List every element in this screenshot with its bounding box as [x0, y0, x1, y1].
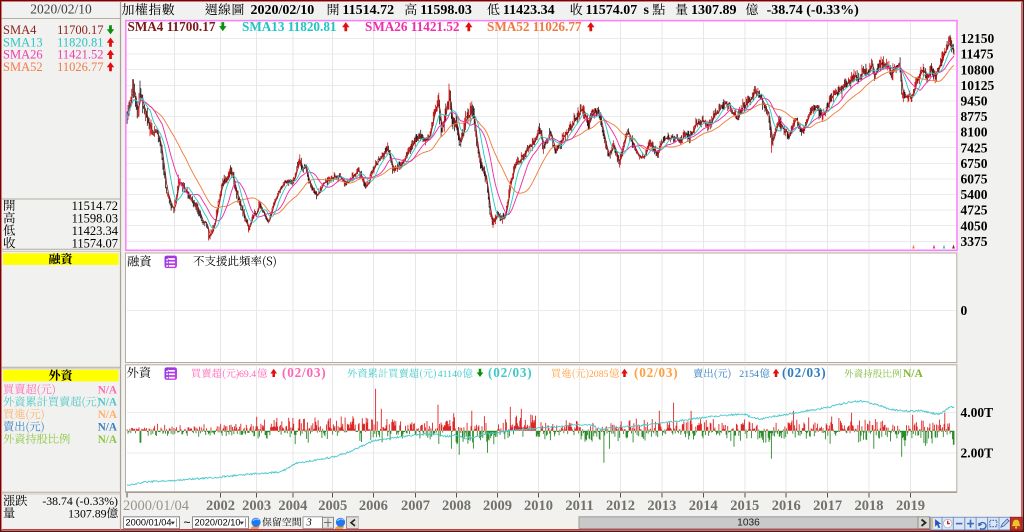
svg-text:2010: 2010 — [524, 498, 553, 514]
svg-text:SMA13: SMA13 — [3, 35, 43, 49]
svg-text:11514.72: 11514.72 — [72, 199, 118, 213]
svg-text:1036: 1036 — [737, 518, 760, 529]
svg-text:11700.17: 11700.17 — [57, 23, 103, 37]
svg-text:1307.89: 1307.89 — [691, 3, 737, 18]
svg-text:-38.74 (-0.33%): -38.74 (-0.33%) — [767, 3, 859, 18]
svg-text:2019: 2019 — [896, 498, 925, 514]
svg-text:N/A: N/A — [98, 422, 117, 434]
svg-text:SMA26: SMA26 — [3, 48, 43, 62]
svg-text:11475: 11475 — [961, 47, 994, 62]
svg-text:2015: 2015 — [730, 498, 759, 514]
svg-text:4050: 4050 — [961, 218, 988, 233]
svg-text:2002: 2002 — [206, 498, 235, 514]
svg-text:3: 3 — [306, 518, 312, 529]
svg-text:11598.03: 11598.03 — [420, 3, 472, 18]
svg-text:N/A: N/A — [98, 434, 117, 446]
svg-text:N/A: N/A — [903, 368, 924, 380]
svg-text:2007: 2007 — [401, 498, 430, 514]
svg-text:8775: 8775 — [961, 109, 988, 124]
svg-text:N/A: N/A — [98, 397, 117, 409]
svg-text:N/A: N/A — [98, 409, 117, 421]
svg-text:2017: 2017 — [813, 498, 842, 514]
svg-text:8100: 8100 — [961, 125, 988, 140]
svg-text:11421.52: 11421.52 — [57, 48, 103, 62]
svg-text:2020/02/10: 2020/02/10 — [251, 3, 315, 18]
svg-text:11026.77: 11026.77 — [57, 60, 103, 74]
svg-text:s: s — [644, 3, 650, 18]
svg-text:10800: 10800 — [961, 62, 995, 77]
svg-text:SMA13 11820.81: SMA13 11820.81 — [242, 19, 337, 34]
svg-text:0: 0 — [961, 303, 968, 318]
svg-text:11423.34: 11423.34 — [72, 224, 119, 238]
svg-text:10125: 10125 — [961, 78, 995, 93]
svg-text:5400: 5400 — [961, 187, 988, 202]
svg-text:~: ~ — [184, 515, 191, 529]
svg-text:SMA26 11421.52: SMA26 11421.52 — [365, 19, 460, 34]
svg-text:6750: 6750 — [961, 156, 988, 171]
svg-text:4.00T: 4.00T — [961, 405, 994, 420]
svg-text:6075: 6075 — [961, 172, 988, 187]
svg-text:2018: 2018 — [855, 498, 884, 514]
svg-text:-38.74 (-0.33%): -38.74 (-0.33%) — [42, 494, 118, 508]
svg-text:7425: 7425 — [961, 140, 988, 155]
svg-text:2011: 2011 — [565, 498, 593, 514]
svg-text:12150: 12150 — [961, 31, 995, 46]
svg-text:11574.07: 11574.07 — [72, 236, 118, 250]
svg-text:2003: 2003 — [242, 498, 271, 514]
svg-text:2000/01/04: 2000/01/04 — [126, 518, 172, 528]
svg-text:N/A: N/A — [98, 384, 117, 396]
svg-text:2014: 2014 — [689, 498, 718, 514]
svg-text:SMA52 11026.77: SMA52 11026.77 — [487, 19, 582, 34]
svg-text:2008: 2008 — [442, 498, 471, 514]
svg-text:2020/02/10: 2020/02/10 — [195, 518, 241, 528]
svg-text:(02/03): (02/03) — [634, 365, 678, 380]
svg-text:41140: 41140 — [438, 369, 462, 380]
svg-text:2009: 2009 — [483, 498, 512, 514]
svg-text:2020/02/10: 2020/02/10 — [30, 1, 92, 16]
svg-text:2012: 2012 — [606, 498, 635, 514]
svg-text:2005: 2005 — [318, 498, 347, 514]
svg-text:2000/01/04: 2000/01/04 — [123, 498, 190, 514]
svg-text:2.00T: 2.00T — [961, 446, 994, 461]
svg-text:1307.89: 1307.89 — [68, 506, 106, 520]
svg-text:4725: 4725 — [961, 203, 988, 218]
svg-text:2085: 2085 — [589, 369, 609, 380]
svg-text:SMA4 11700.17: SMA4 11700.17 — [128, 19, 216, 34]
svg-text:11423.34: 11423.34 — [503, 3, 555, 18]
svg-text:2016: 2016 — [772, 498, 801, 514]
svg-text:11598.03: 11598.03 — [72, 211, 118, 225]
svg-text:2004: 2004 — [278, 498, 307, 514]
svg-text:11574.07: 11574.07 — [586, 3, 638, 18]
svg-text:(02/03): (02/03) — [282, 365, 326, 380]
svg-text:(02/03): (02/03) — [488, 365, 532, 380]
svg-text:SMA4: SMA4 — [3, 23, 37, 37]
svg-text:9450: 9450 — [961, 94, 988, 109]
svg-text:SMA52: SMA52 — [3, 60, 43, 74]
svg-text:11820.81: 11820.81 — [57, 35, 103, 49]
svg-text:3375: 3375 — [961, 234, 988, 249]
svg-text:2013: 2013 — [647, 498, 676, 514]
svg-text:2006: 2006 — [359, 498, 388, 514]
svg-text:2154: 2154 — [739, 369, 759, 380]
svg-text:(02/03): (02/03) — [782, 365, 826, 380]
svg-text:11514.72: 11514.72 — [342, 3, 394, 18]
svg-text:-69.4: -69.4 — [236, 369, 257, 380]
